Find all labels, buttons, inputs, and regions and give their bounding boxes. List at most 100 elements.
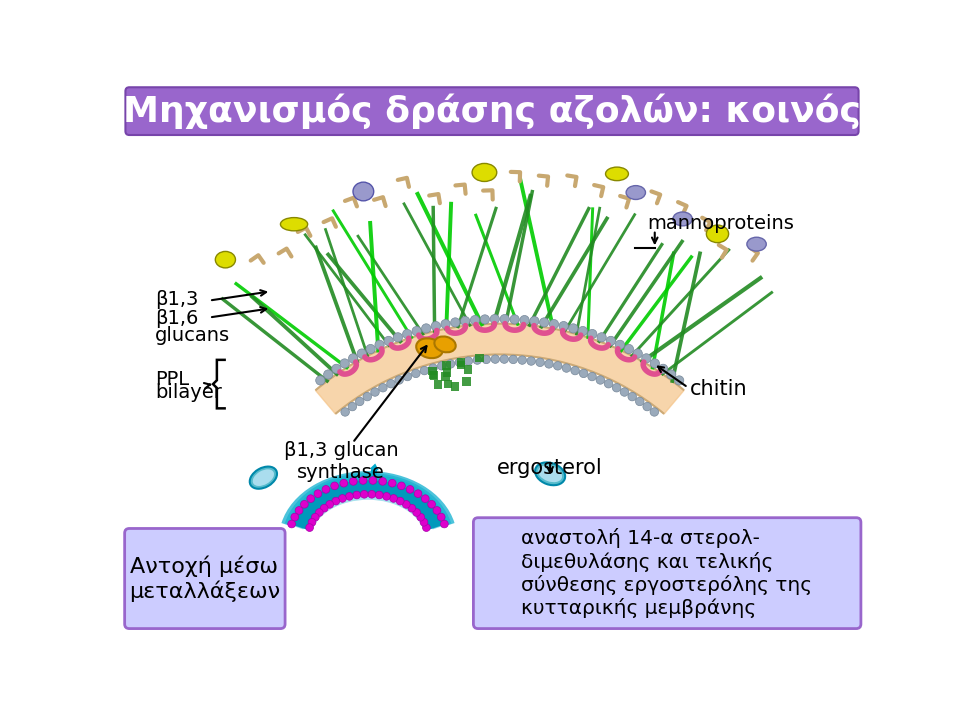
Circle shape <box>307 495 315 503</box>
FancyBboxPatch shape <box>126 87 858 135</box>
Circle shape <box>340 479 348 487</box>
Circle shape <box>324 370 333 379</box>
Text: PPL: PPL <box>155 370 189 389</box>
Circle shape <box>305 524 314 532</box>
Text: chitin: chitin <box>689 379 747 399</box>
Text: glucans: glucans <box>155 326 230 345</box>
Bar <box>441 372 449 381</box>
Ellipse shape <box>747 237 766 251</box>
Circle shape <box>450 318 460 327</box>
Circle shape <box>480 315 490 324</box>
Circle shape <box>650 408 659 416</box>
Circle shape <box>643 402 652 411</box>
Circle shape <box>321 504 328 512</box>
Ellipse shape <box>252 469 274 486</box>
Circle shape <box>473 356 482 365</box>
Text: β1,3: β1,3 <box>155 290 199 309</box>
Circle shape <box>360 491 368 498</box>
Circle shape <box>544 360 553 368</box>
Circle shape <box>368 491 375 498</box>
Circle shape <box>604 379 612 388</box>
Circle shape <box>429 364 438 372</box>
Circle shape <box>421 495 429 503</box>
Bar <box>434 380 443 389</box>
Circle shape <box>314 490 322 498</box>
Circle shape <box>291 513 299 521</box>
Circle shape <box>406 486 414 493</box>
Circle shape <box>348 354 358 363</box>
Circle shape <box>339 495 347 502</box>
Bar <box>457 358 465 367</box>
Circle shape <box>389 479 396 487</box>
Circle shape <box>549 319 559 329</box>
Circle shape <box>510 315 519 324</box>
Circle shape <box>588 372 596 381</box>
Circle shape <box>384 336 394 346</box>
Bar <box>463 377 470 386</box>
Circle shape <box>348 402 356 411</box>
Ellipse shape <box>280 217 307 231</box>
Text: Μηχανισμός δράσης αζολών: κοινός: Μηχανισμός δράσης αζολών: κοινός <box>123 93 861 129</box>
Circle shape <box>470 316 480 325</box>
Circle shape <box>500 355 509 363</box>
Circle shape <box>322 486 330 493</box>
Circle shape <box>403 372 412 381</box>
Circle shape <box>402 329 412 338</box>
Circle shape <box>394 333 402 342</box>
Circle shape <box>308 518 316 526</box>
Circle shape <box>340 359 349 368</box>
Circle shape <box>332 497 340 505</box>
Bar <box>444 379 452 388</box>
Circle shape <box>441 520 448 528</box>
Circle shape <box>563 364 570 372</box>
Circle shape <box>628 392 636 401</box>
Ellipse shape <box>353 182 373 201</box>
Circle shape <box>311 513 319 521</box>
Circle shape <box>571 366 579 375</box>
Circle shape <box>615 340 625 350</box>
Circle shape <box>349 477 357 485</box>
Circle shape <box>620 388 629 396</box>
Text: Αντοχή μέσω
μεταλλάξεων: Αντοχή μέσω μεταλλάξεων <box>129 555 280 602</box>
Circle shape <box>438 513 445 521</box>
Ellipse shape <box>434 336 456 353</box>
Ellipse shape <box>250 467 277 489</box>
Bar <box>443 361 451 370</box>
Circle shape <box>353 491 361 499</box>
Circle shape <box>482 355 491 364</box>
Circle shape <box>412 369 420 377</box>
Circle shape <box>500 314 510 324</box>
Circle shape <box>378 384 387 392</box>
Circle shape <box>446 360 455 368</box>
Text: ergosterol: ergosterol <box>497 457 603 478</box>
Circle shape <box>420 518 428 526</box>
Circle shape <box>554 362 562 370</box>
Circle shape <box>597 333 607 342</box>
Circle shape <box>518 356 526 365</box>
Circle shape <box>455 358 464 367</box>
Bar <box>443 368 451 377</box>
Circle shape <box>421 324 431 333</box>
Circle shape <box>332 364 341 373</box>
Circle shape <box>540 318 549 327</box>
Circle shape <box>636 397 644 406</box>
Circle shape <box>396 497 404 505</box>
Circle shape <box>288 520 296 528</box>
Circle shape <box>402 501 410 508</box>
Circle shape <box>650 359 660 368</box>
Circle shape <box>659 364 668 373</box>
Circle shape <box>536 358 544 367</box>
Circle shape <box>491 314 499 324</box>
Bar <box>451 382 460 391</box>
Circle shape <box>441 319 450 329</box>
Circle shape <box>527 357 536 365</box>
FancyArrow shape <box>369 464 379 484</box>
Circle shape <box>357 349 367 358</box>
Bar <box>457 361 466 370</box>
Text: β1,3 glucan
synthase: β1,3 glucan synthase <box>283 440 398 481</box>
Circle shape <box>417 513 424 521</box>
Circle shape <box>341 408 349 416</box>
Circle shape <box>431 321 441 331</box>
Circle shape <box>530 316 539 326</box>
Circle shape <box>390 495 397 502</box>
